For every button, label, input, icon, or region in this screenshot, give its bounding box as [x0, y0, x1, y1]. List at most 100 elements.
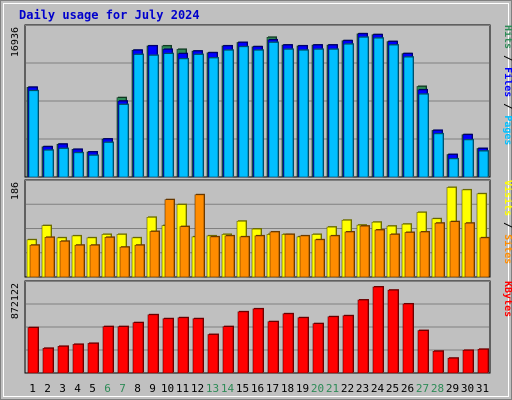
x-tick-label: 19 — [296, 382, 309, 395]
bar-kbytes — [87, 343, 99, 374]
bar-kbytes — [372, 286, 384, 374]
legend-separator: / — [502, 216, 512, 234]
x-tick-label: 25 — [386, 382, 399, 395]
legend-kbytes: KBytes — [502, 281, 512, 317]
bar-kbytes — [132, 322, 144, 374]
bar-sites — [194, 194, 205, 278]
bar-kbytes — [402, 303, 414, 374]
bar-kbytes — [177, 317, 189, 374]
x-tick-label: 2 — [44, 382, 51, 395]
bar-sites — [59, 240, 70, 278]
x-tick-label: 29 — [446, 382, 459, 395]
bar-sites — [434, 222, 445, 278]
panel-visits-sites: 186 Visits / Sites — [10, 179, 512, 278]
chart-panels: 16936 Hits / Files / Pages 186 Visits / Sit… — [10, 24, 512, 374]
x-tick-label: 22 — [341, 382, 354, 395]
bar-sites — [449, 221, 460, 278]
bar-sites — [374, 229, 385, 278]
bar-pages — [58, 148, 69, 178]
x-tick-label: 13 — [206, 382, 219, 395]
bar-pages — [328, 49, 339, 178]
bar-kbytes — [312, 323, 324, 374]
bar-kbytes — [432, 351, 444, 374]
x-tick-label: 6 — [104, 382, 111, 395]
bar-pages — [163, 53, 174, 178]
bar-sites — [389, 234, 400, 278]
x-tick-label: 16 — [251, 382, 264, 395]
bar-kbytes — [72, 344, 84, 374]
panel-kbytes: 872122 KBytes — [10, 280, 512, 374]
legend-separator: / — [502, 49, 512, 67]
bar-kbytes — [147, 314, 159, 374]
bar-kbytes — [447, 357, 459, 374]
bar-kbytes — [267, 321, 279, 374]
bar-sites — [344, 231, 355, 278]
x-tick-label: 26 — [401, 382, 414, 395]
bar-pages — [133, 54, 144, 178]
bar-pages — [178, 58, 189, 178]
x-tick-label: 20 — [311, 382, 324, 395]
bar-pages — [418, 93, 429, 178]
bar-kbytes — [282, 313, 294, 374]
bar-sites — [44, 237, 55, 278]
panel-hits-files-pages: 16936 Hits / Files / Pages — [10, 24, 512, 178]
x-tick-label: 15 — [236, 382, 249, 395]
bar-sites — [329, 235, 340, 278]
legend-hits-files-pages: Hits / Files / Pages — [502, 25, 512, 145]
x-tick-label: 4 — [74, 382, 81, 395]
legend-item-hits: Hits — [502, 25, 512, 49]
bar-kbytes — [462, 350, 474, 374]
bar-kbytes — [57, 346, 69, 374]
bar-pages — [118, 104, 129, 178]
x-tick-label: 1 — [29, 382, 36, 395]
bar-kbytes — [327, 316, 339, 374]
bar-pages — [73, 152, 84, 178]
bar-pages — [343, 43, 354, 178]
bar-pages — [28, 90, 39, 178]
bar-kbytes — [42, 348, 54, 374]
x-tick-label: 17 — [266, 382, 279, 395]
bar-sites — [179, 226, 190, 278]
bar-sites — [134, 244, 145, 278]
bar-kbytes — [102, 326, 114, 374]
bar-pages — [433, 133, 444, 178]
bar-kbytes — [297, 317, 309, 374]
bar-sites — [209, 236, 220, 278]
x-tick-label: 9 — [149, 382, 156, 395]
bar-sites — [29, 244, 40, 278]
bar-sites — [104, 237, 115, 278]
bar-pages — [253, 49, 264, 178]
bar-pages — [388, 44, 399, 178]
legend-visits-sites: Visits / Sites — [502, 180, 512, 264]
bar-kbytes — [192, 318, 204, 374]
x-tick-label: 30 — [461, 382, 474, 395]
bar-kbytes — [252, 308, 264, 374]
bar-sites — [479, 237, 490, 278]
chart-title: Daily usage for July 2024 — [19, 8, 200, 22]
y-max-label-hits-files-pages: 16936 — [10, 27, 21, 57]
x-tick-label: 31 — [476, 382, 489, 395]
bar-pages — [373, 37, 384, 178]
bar-pages — [448, 158, 459, 178]
bar-pages — [478, 150, 489, 178]
x-tick-label: 28 — [431, 382, 444, 395]
y-max-label-visits-sites: 186 — [10, 182, 21, 200]
bar-sites — [314, 239, 325, 278]
bar-kbytes — [342, 315, 354, 374]
bar-pages — [43, 149, 54, 178]
bar-pages — [88, 155, 99, 178]
bar-kbytes — [357, 299, 369, 374]
bar-pages — [148, 55, 159, 178]
legend-item-files: Files — [502, 67, 512, 97]
bar-sites — [299, 235, 310, 278]
x-tick-label: 18 — [281, 382, 294, 395]
x-tick-label: 12 — [191, 382, 204, 395]
bar-kbytes — [222, 326, 234, 374]
bar-sites — [464, 222, 475, 278]
bar-sites — [284, 234, 295, 278]
bar-pages — [313, 49, 324, 178]
bar-kbytes — [162, 318, 174, 374]
bar-pages — [358, 37, 369, 178]
